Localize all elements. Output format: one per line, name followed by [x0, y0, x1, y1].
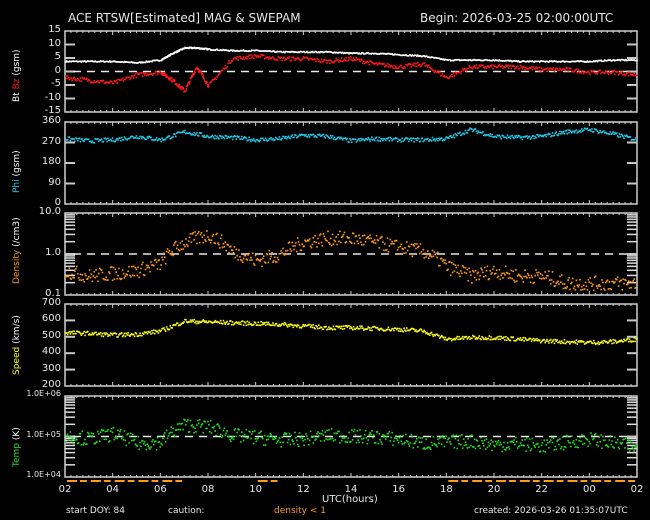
phi-y-tick-label: 0 [54, 197, 61, 208]
speed-y-tick-label: 500 [41, 329, 61, 341]
x-tick-label: 12 [296, 484, 310, 495]
x-tick-label: 02 [630, 484, 644, 495]
density-y-tick-label: 0.1 [45, 288, 61, 299]
bt-bz-y-tick-label: 0 [54, 64, 61, 76]
density-series [65, 230, 638, 292]
speed-y-tick-label: 300 [41, 362, 61, 374]
x-tick-label: 04 [106, 484, 120, 495]
density-y-tick-label: 1.0 [45, 247, 61, 258]
phi-series [65, 127, 638, 144]
speed-y-tick-label: 400 [41, 346, 61, 358]
temp-y-tick-label: 1.0E+06 [26, 389, 61, 398]
temp-y-tick-label: 1.0E+05 [26, 429, 61, 439]
chart-title: ACE RTSW[Estimated] MAG & SWEPAM [68, 11, 301, 25]
bt-bz-y-tick-label: 15 [48, 24, 61, 35]
bt-bz-y-tick-label: -10 [44, 91, 61, 103]
begin-time: Begin: 2026-03-25 02:00:00UTC [420, 11, 614, 25]
phi-y-axis-label: Phi (gsm) [12, 150, 22, 193]
x-tick-label: 18 [439, 484, 453, 495]
speed-y-tick-label: 700 [41, 297, 61, 308]
bt-bz-y-tick-label: -15 [44, 105, 61, 116]
phi-y-tick-label: 270 [41, 135, 61, 147]
x-tick-label: 02 [58, 484, 72, 495]
phi-panel-frame [64, 121, 638, 205]
caution-label: caution: [168, 506, 205, 516]
x-tick-label: 22 [535, 484, 549, 495]
density-y-tick-label: 10.0 [38, 206, 61, 217]
x-tick-label: 20 [487, 484, 501, 495]
x-tick-label: 10 [249, 484, 263, 495]
density-y-axis-label: Density (/cm3) [12, 217, 22, 284]
speed-y-tick-label: 200 [41, 379, 61, 390]
phi-y-tick-label: 360 [41, 115, 61, 126]
temp-y-axis-label: Temp (K) [12, 426, 22, 467]
bt-bz-y-tick-label: 10 [48, 37, 61, 49]
bt-series [65, 46, 638, 64]
created-time: created: 2026-03-26 01:35:07UTC [474, 506, 628, 516]
x-tick-label: 08 [201, 484, 215, 495]
speed-panel-frame [64, 303, 638, 387]
phi-y-tick-label: 90 [48, 176, 61, 188]
bt-bz-y-tick-label: -5 [51, 78, 61, 89]
x-axis-label: UTC(hours) [322, 494, 378, 505]
bt-bz-y-tick-label: 5 [54, 51, 61, 62]
x-tick-label: 16 [392, 484, 406, 495]
temp-series [65, 418, 638, 453]
speed-series [65, 318, 638, 346]
speed-y-axis-label: Speed (km/s) [12, 315, 22, 375]
temp-y-tick-label: 1.0E+04 [26, 470, 61, 479]
x-tick-label: 00 [582, 484, 596, 495]
x-tick-label: 14 [344, 484, 358, 495]
start-doy: start DOY: 84 [66, 506, 125, 516]
bz-series [65, 53, 638, 93]
phi-y-tick-label: 180 [41, 156, 61, 167]
bt-bz-y-axis-label: Bt Bz (gsm) [12, 48, 22, 102]
speed-y-tick-label: 600 [41, 313, 61, 325]
caution-density-note: density < 1 [274, 506, 326, 516]
x-tick-label: 06 [153, 484, 167, 495]
